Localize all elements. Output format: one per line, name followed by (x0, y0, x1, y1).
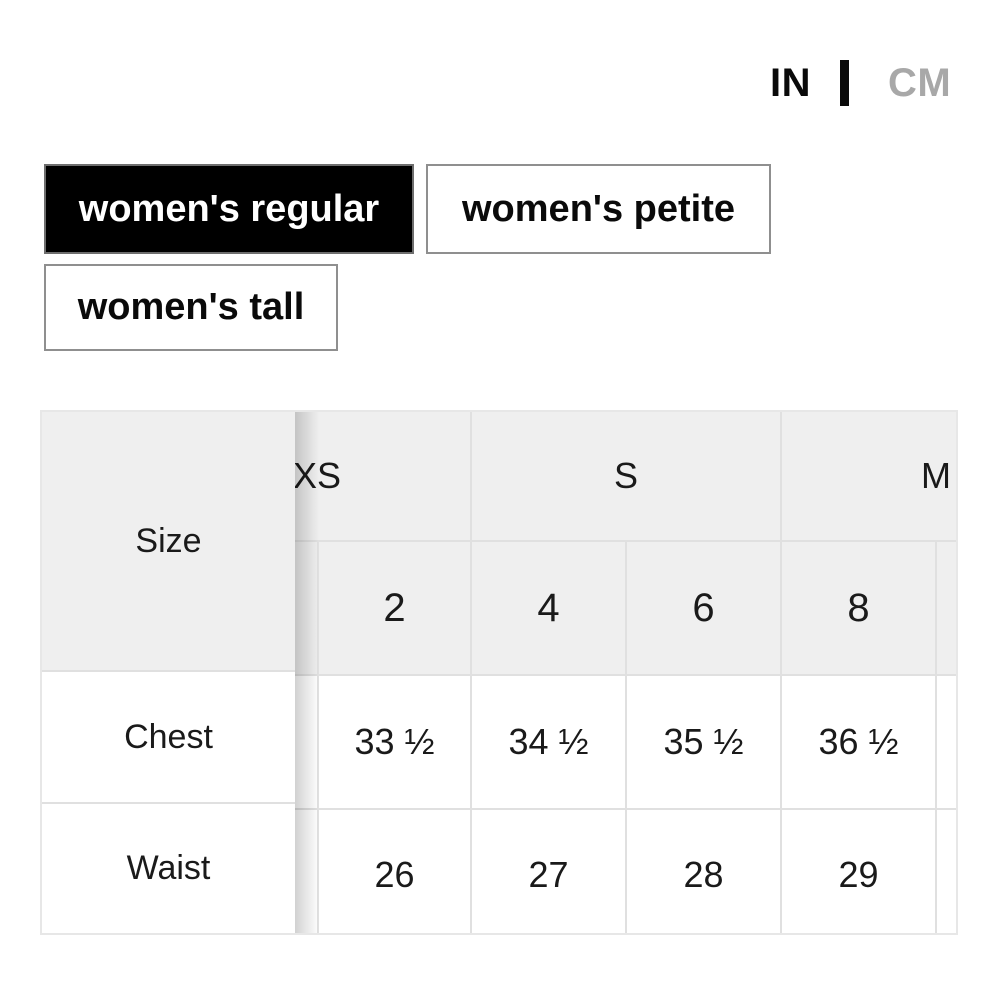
tab-womens-regular[interactable]: women's regular (44, 164, 414, 254)
size-chart-scroll-area[interactable]: XS S M 2 4 6 8 33 ½ 34 ½ 35 ½ 36 ½ (162, 412, 956, 933)
unit-cm-button[interactable]: CM (888, 61, 952, 105)
chest-value-size-6: 35 ½ (624, 674, 783, 810)
waist-value-size-4: 27 (470, 808, 627, 933)
unit-toggle: IN CM (770, 58, 951, 108)
chest-value-size-8: 36 ½ (780, 674, 938, 810)
waist-row-label: Waist (42, 804, 295, 933)
tab-womens-tall[interactable]: women's tall (44, 264, 338, 351)
size-chart-table[interactable]: XS S M 2 4 6 8 33 ½ 34 ½ 35 ½ 36 ½ (40, 410, 958, 935)
unit-toggle-divider (840, 60, 849, 106)
waist-value-clipped (935, 808, 956, 933)
chest-value-size-2: 33 ½ (317, 674, 472, 810)
size-header-4: 4 (470, 540, 627, 676)
waist-value-size-6: 28 (624, 808, 783, 933)
tab-womens-petite[interactable]: women's petite (426, 164, 771, 254)
sticky-label-column: Size Chest Waist (42, 412, 295, 933)
chest-value-clipped (935, 674, 956, 810)
size-header-clipped (935, 540, 956, 676)
chest-row-label: Chest (42, 672, 295, 804)
size-header-6: 6 (624, 540, 783, 676)
size-header-2: 2 (317, 540, 472, 676)
size-corner-cell: Size (42, 412, 295, 672)
size-group-header-row: XS S M (162, 412, 956, 542)
unit-in-button[interactable]: IN (770, 61, 811, 105)
group-header-s: S (469, 412, 783, 542)
waist-value-size-8: 29 (780, 808, 938, 933)
waist-value-size-2: 26 (317, 808, 472, 933)
chest-value-size-4: 34 ½ (470, 674, 627, 810)
size-header-8: 8 (780, 540, 938, 676)
group-header-m: M (780, 412, 956, 542)
